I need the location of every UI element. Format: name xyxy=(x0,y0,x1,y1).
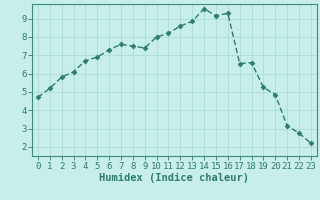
X-axis label: Humidex (Indice chaleur): Humidex (Indice chaleur) xyxy=(100,173,249,183)
